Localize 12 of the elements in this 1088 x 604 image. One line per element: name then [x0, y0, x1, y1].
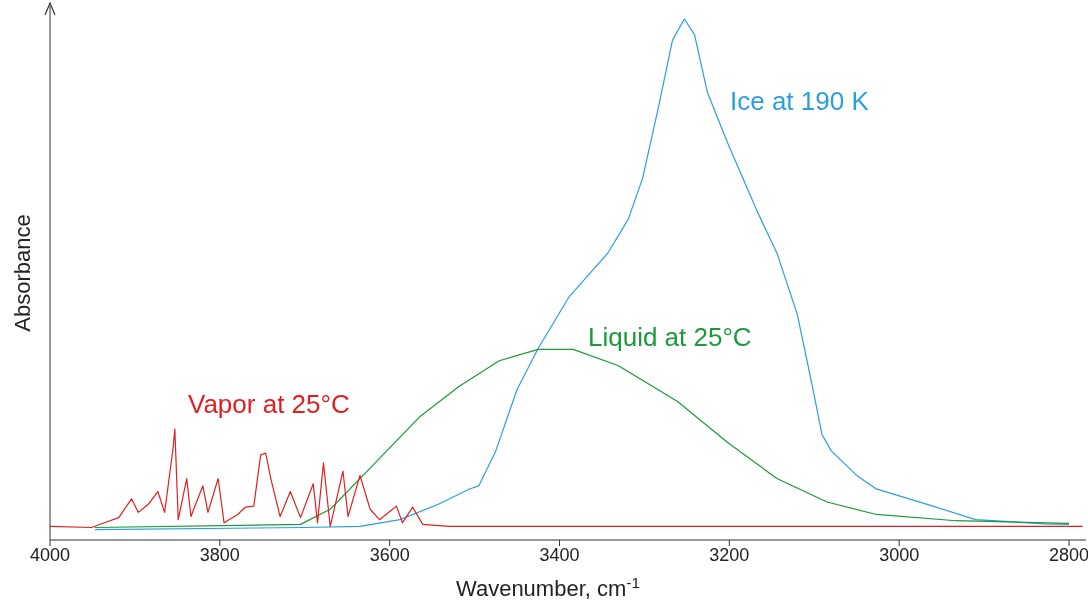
- y-axis-title: Absorbance: [10, 214, 35, 332]
- x-tick-label: 3600: [369, 544, 410, 565]
- x-tick-label: 3800: [199, 544, 240, 565]
- x-tick-label: 3000: [879, 544, 920, 565]
- x-tick-label: 4000: [29, 544, 71, 565]
- x-tick-label: 3200: [709, 544, 750, 565]
- series-label: Liquid at 25°C: [588, 322, 752, 353]
- x-axis-title: Wavenumber, cm$^{-1}$: [455, 573, 641, 601]
- series-label: Ice at 190 K: [730, 86, 869, 117]
- x-tick-label: 2800: [1048, 544, 1088, 565]
- x-tick-label: 3400: [539, 544, 580, 565]
- series-label: Vapor at 25°C: [188, 389, 350, 420]
